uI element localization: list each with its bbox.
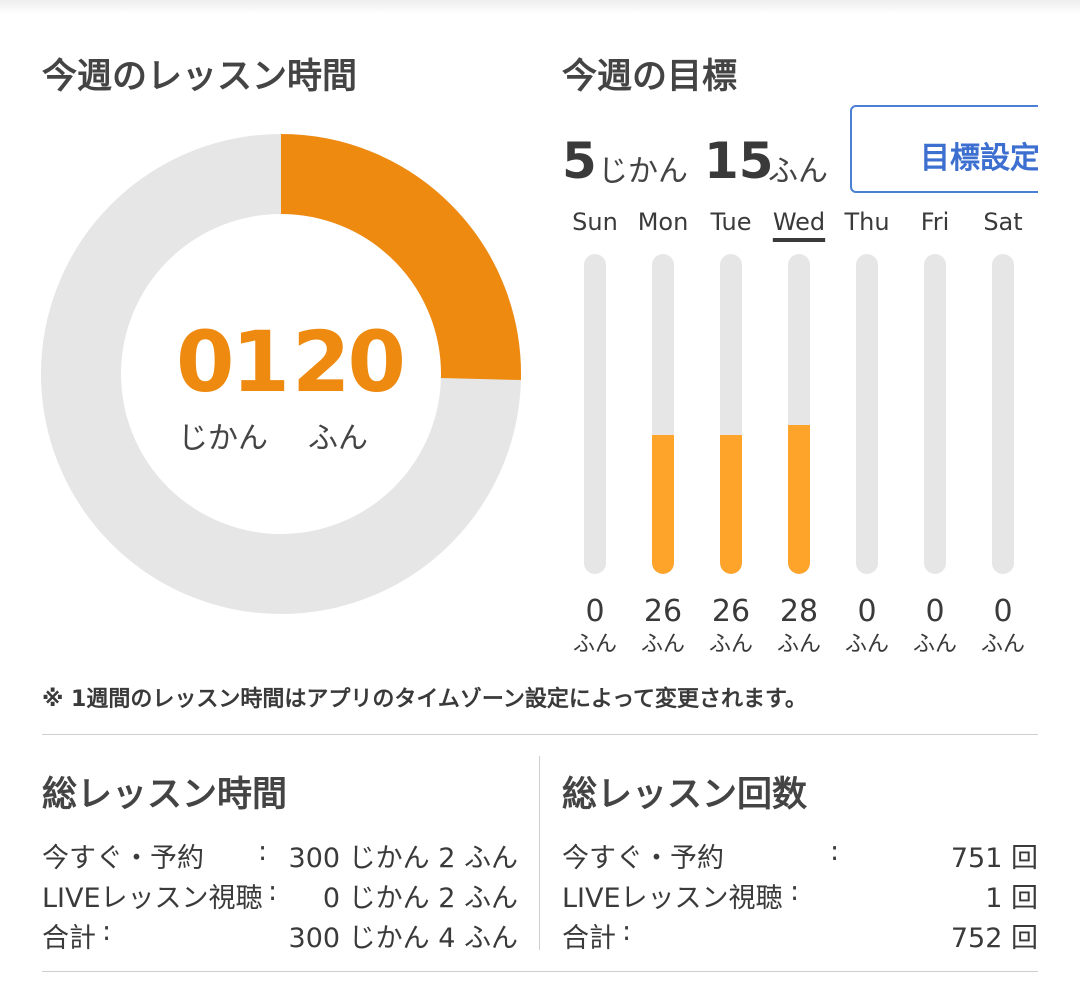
day-label-wed[interactable]: Wed xyxy=(772,208,826,236)
day-label-thu[interactable]: Thu xyxy=(844,208,890,236)
weekly-minutes-value: 20 xyxy=(292,313,406,411)
total-count-label-now: 今すぐ・予約 xyxy=(562,843,724,874)
weekly-goal-title: 今週の目標 xyxy=(562,57,738,97)
total-time-colon: : xyxy=(258,836,268,867)
day-label-mon[interactable]: Mon xyxy=(637,208,689,236)
divider-top xyxy=(42,734,1038,735)
day-bar-track-mon xyxy=(652,254,674,574)
goal-minutes-unit: ふん xyxy=(768,154,828,189)
day-bar-track-sat xyxy=(992,254,1014,574)
total-time-label-live: LIVEレッスン視聴 xyxy=(42,883,263,914)
day-unit-thu: ふん xyxy=(844,632,889,657)
weekly-minutes-unit: ふん xyxy=(308,421,368,456)
goal-minutes-value: 15 xyxy=(704,132,774,190)
total-count-value-now: 751 回 xyxy=(950,843,1038,874)
total-time-value-sum: 300 じかん 4 ふん xyxy=(288,923,518,954)
day-bar-fill-wed xyxy=(788,425,810,574)
total-time-colon: : xyxy=(102,916,112,947)
set-goal-button-label: 目標設定 xyxy=(920,141,1038,176)
weekly-hours-unit: じかん xyxy=(178,421,268,456)
day-unit-sat: ふん xyxy=(980,632,1025,657)
day-bar-fill-tue xyxy=(720,435,742,574)
day-value-sat: 0 xyxy=(993,594,1013,629)
day-label-sat[interactable]: Sat xyxy=(983,208,1023,236)
set-goal-button[interactable]: 目標設定 xyxy=(850,105,1038,193)
day-unit-wed: ふん xyxy=(776,632,821,657)
donut-progress-arc xyxy=(280,134,521,381)
total-time-label-sum: 合計 xyxy=(42,923,96,954)
weekly-hours-value: 01 xyxy=(176,313,290,411)
day-bar-track-thu xyxy=(856,254,878,574)
day-unit-mon: ふん xyxy=(640,632,685,657)
total-count-colon: : xyxy=(790,876,800,907)
day-value-fri: 0 xyxy=(925,594,945,629)
day-unit-sun: ふん xyxy=(572,632,617,657)
day-value-tue: 26 xyxy=(711,594,751,629)
total-count-label-sum: 合計 xyxy=(562,923,616,954)
total-count-colon: : xyxy=(622,916,632,947)
goal-hours-unit: じかん xyxy=(598,154,688,189)
total-time-value-now: 300 じかん 2 ふん xyxy=(288,843,518,874)
day-bar-track-fri xyxy=(924,254,946,574)
day-value-thu: 0 xyxy=(857,594,877,629)
total-count-label-live: LIVEレッスン視聴 xyxy=(562,883,783,914)
day-label-tue[interactable]: Tue xyxy=(710,208,752,236)
total-time-label-now: 今すぐ・予約 xyxy=(42,843,204,874)
goal-hours-value: 5 xyxy=(562,132,597,190)
day-unit-tue: ふん xyxy=(708,632,753,657)
day-value-wed: 28 xyxy=(779,594,819,629)
timezone-note: ※ 1週間のレッスン時間はアプリのタイムゾーン設定によって変更されます。 xyxy=(42,687,807,712)
day-value-mon: 26 xyxy=(643,594,683,629)
day-label-fri[interactable]: Fri xyxy=(920,208,950,236)
day-unit-fri: ふん xyxy=(912,632,957,657)
day-bar-track-sun xyxy=(584,254,606,574)
total-time-colon: : xyxy=(268,876,278,907)
day-bar-track-tue xyxy=(720,254,742,574)
day-label-sun[interactable]: Sun xyxy=(572,208,618,236)
total-count-value-live: 1 回 xyxy=(985,883,1038,914)
day-bar-track-wed xyxy=(788,254,810,574)
day-value-sun: 0 xyxy=(585,594,605,629)
weekly-time-title: 今週のレッスン時間 xyxy=(42,57,358,97)
total-count-colon: : xyxy=(830,836,840,867)
top-shadow xyxy=(0,0,1080,14)
total-count-title: 総レッスン回数 xyxy=(562,775,808,815)
divider-vertical xyxy=(539,756,540,950)
weekly-progress-donut xyxy=(41,134,521,614)
total-count-value-sum: 752 回 xyxy=(950,923,1038,954)
divider-bottom xyxy=(42,971,1038,972)
total-time-title: 総レッスン時間 xyxy=(42,775,288,815)
total-time-value-live: 0 じかん 2 ふん xyxy=(322,883,518,914)
day-bar-fill-mon xyxy=(652,435,674,574)
